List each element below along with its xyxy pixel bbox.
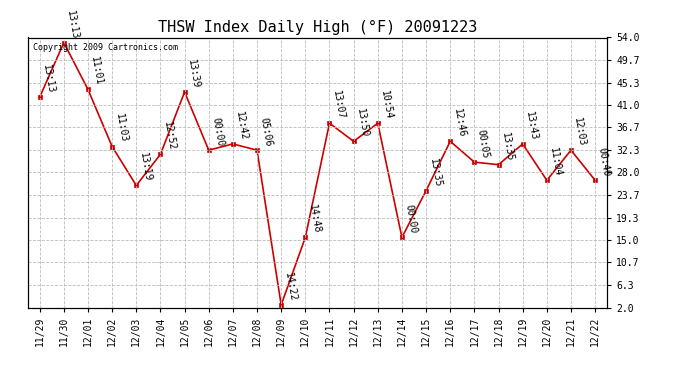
Text: 13:43: 13:43: [524, 111, 539, 141]
Text: 00:05: 00:05: [476, 129, 491, 159]
Text: 00:40: 00:40: [597, 147, 611, 177]
Text: Copyright 2009 Cartronics.com: Copyright 2009 Cartronics.com: [33, 43, 179, 52]
Text: 10:54: 10:54: [380, 90, 394, 120]
Text: 12:03: 12:03: [573, 117, 587, 147]
Text: 13:35: 13:35: [428, 157, 442, 188]
Text: 11:01: 11:01: [90, 56, 104, 87]
Text: 12:46: 12:46: [452, 108, 466, 139]
Text: 13:39: 13:39: [186, 58, 201, 89]
Text: 00:00: 00:00: [210, 117, 225, 147]
Text: 13:13: 13:13: [66, 9, 80, 40]
Text: 00:00: 00:00: [404, 204, 418, 235]
Text: 13:07: 13:07: [331, 90, 346, 120]
Text: 12:42: 12:42: [235, 111, 249, 141]
Text: 11:04: 11:04: [549, 147, 563, 177]
Text: 13:19: 13:19: [138, 152, 152, 183]
Text: 11:03: 11:03: [114, 113, 128, 144]
Text: 13:13: 13:13: [41, 64, 56, 94]
Text: 14:48: 14:48: [307, 204, 322, 235]
Text: 13:50: 13:50: [355, 108, 370, 139]
Text: 13:35: 13:35: [500, 131, 515, 162]
Title: THSW Index Daily High (°F) 20091223: THSW Index Daily High (°F) 20091223: [158, 20, 477, 35]
Text: 12:52: 12:52: [162, 121, 177, 152]
Text: 14:22: 14:22: [283, 272, 297, 302]
Text: 05:06: 05:06: [259, 117, 273, 147]
